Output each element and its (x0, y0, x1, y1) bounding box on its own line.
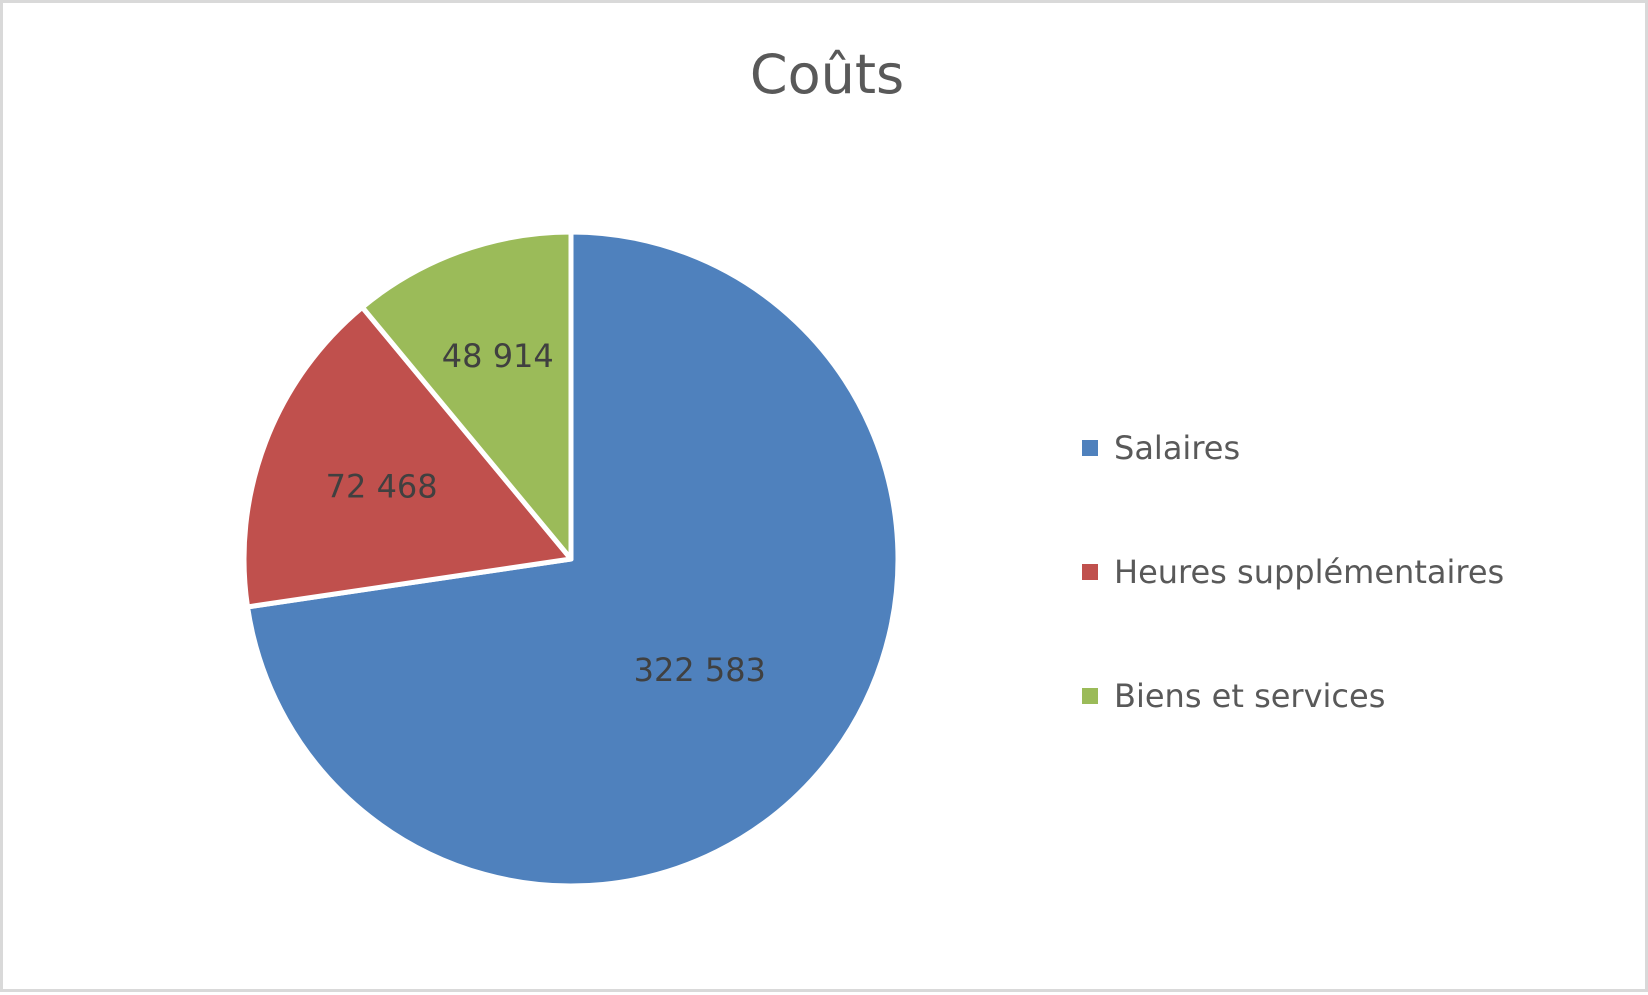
legend-label: Salaires (1114, 429, 1241, 467)
legend-swatch-icon (1082, 440, 1098, 456)
data-label: 322 583 (634, 651, 766, 689)
pie-slices (241, 229, 901, 889)
legend-item-heures-supplementaires[interactable]: Heures supplémentaires (1082, 552, 1504, 592)
data-label: 72 468 (326, 467, 438, 505)
legend-swatch-icon (1082, 688, 1098, 704)
legend-item-salaires[interactable]: Salaires (1082, 428, 1240, 468)
pie-data-labels: 322 583 72 468 48 914 (326, 337, 766, 689)
data-label: 48 914 (442, 337, 554, 375)
legend-item-biens-et-services[interactable]: Biens et services (1082, 676, 1385, 716)
pie-chart: 322 583 72 468 48 914 (241, 229, 901, 889)
pie-slice-biens-et-services[interactable] (359, 229, 574, 562)
legend-label: Biens et services (1114, 677, 1386, 715)
legend-label: Heures supplémentaires (1114, 553, 1505, 591)
legend-swatch-icon (1082, 564, 1098, 580)
pie-slice-heures-suppl-mentaires[interactable] (241, 304, 574, 610)
chart-title: Coûts (749, 43, 905, 106)
